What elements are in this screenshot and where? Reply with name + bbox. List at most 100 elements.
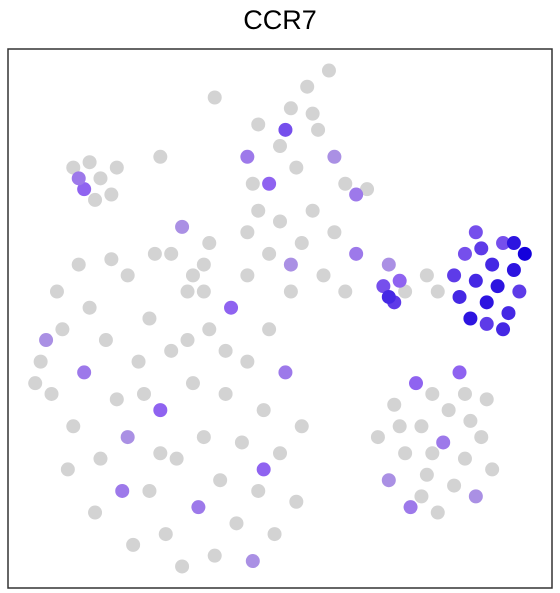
point xyxy=(468,273,483,288)
point xyxy=(224,300,239,315)
point xyxy=(294,419,309,434)
point xyxy=(196,284,211,299)
point xyxy=(93,171,108,186)
point xyxy=(169,451,184,466)
point xyxy=(71,257,86,272)
point xyxy=(256,403,271,418)
points xyxy=(28,63,532,574)
point xyxy=(240,149,255,164)
point xyxy=(419,268,434,283)
point xyxy=(207,90,222,105)
point xyxy=(256,462,271,477)
point xyxy=(142,483,157,498)
point xyxy=(419,467,434,482)
point xyxy=(175,219,190,234)
point xyxy=(66,160,81,175)
point xyxy=(506,236,521,251)
point xyxy=(338,176,353,191)
point xyxy=(327,225,342,240)
point xyxy=(33,354,48,369)
point xyxy=(153,403,168,418)
point xyxy=(262,176,277,191)
point xyxy=(77,182,92,197)
point xyxy=(457,451,472,466)
point xyxy=(142,311,157,326)
point xyxy=(137,386,151,401)
point xyxy=(392,419,407,434)
point xyxy=(479,295,494,310)
point xyxy=(370,430,385,445)
point xyxy=(376,279,391,294)
point xyxy=(153,149,168,164)
point xyxy=(245,554,260,569)
point xyxy=(273,446,287,461)
point xyxy=(381,257,396,272)
point xyxy=(278,122,293,137)
point xyxy=(202,236,217,251)
point xyxy=(474,241,489,256)
point xyxy=(414,419,429,434)
point xyxy=(496,322,511,337)
point xyxy=(316,268,331,283)
point xyxy=(457,386,472,401)
point xyxy=(213,473,228,488)
point xyxy=(387,397,402,412)
point xyxy=(185,376,200,391)
point xyxy=(234,435,249,450)
point xyxy=(262,246,277,261)
point xyxy=(517,246,532,261)
point xyxy=(245,176,260,191)
point xyxy=(273,214,287,229)
point xyxy=(321,63,336,78)
point xyxy=(463,413,478,428)
point xyxy=(485,462,500,477)
point xyxy=(403,500,418,515)
point xyxy=(104,252,119,267)
point xyxy=(240,268,255,283)
plot-frame xyxy=(7,48,553,589)
point xyxy=(300,79,315,94)
point xyxy=(39,333,54,348)
point xyxy=(506,262,521,277)
point xyxy=(207,548,222,563)
point xyxy=(463,311,478,326)
point xyxy=(430,284,445,299)
point xyxy=(452,365,467,380)
point xyxy=(120,430,135,445)
point xyxy=(93,451,108,466)
point xyxy=(414,489,429,504)
point xyxy=(88,505,103,520)
point xyxy=(283,257,298,272)
point xyxy=(109,392,124,407)
point xyxy=(398,446,413,461)
point xyxy=(180,284,195,299)
point xyxy=(262,322,277,337)
point xyxy=(447,478,462,493)
point xyxy=(283,284,298,299)
point xyxy=(409,376,423,391)
point xyxy=(392,273,407,288)
point xyxy=(218,343,233,358)
point xyxy=(273,139,287,154)
point xyxy=(60,462,75,477)
point xyxy=(49,284,64,299)
point xyxy=(447,268,462,283)
point xyxy=(349,187,364,202)
point xyxy=(468,489,483,504)
point xyxy=(338,284,353,299)
point xyxy=(202,322,217,337)
point xyxy=(55,322,70,337)
point xyxy=(71,171,86,186)
point xyxy=(289,494,304,509)
point xyxy=(398,284,413,299)
point xyxy=(240,354,255,369)
point xyxy=(44,386,59,401)
point xyxy=(501,306,516,321)
point xyxy=(425,386,440,401)
point xyxy=(278,365,293,380)
point xyxy=(436,435,451,450)
point xyxy=(115,483,130,498)
point xyxy=(305,106,320,121)
point xyxy=(251,483,266,498)
